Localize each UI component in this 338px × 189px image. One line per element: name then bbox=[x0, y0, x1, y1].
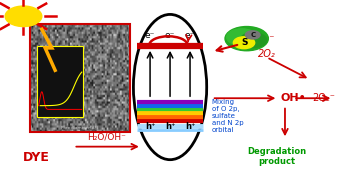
Circle shape bbox=[5, 6, 42, 26]
Text: DYE: DYE bbox=[23, 151, 50, 164]
Circle shape bbox=[240, 33, 267, 48]
Text: OH•: OH• bbox=[281, 93, 307, 103]
Bar bbox=[37, 46, 83, 117]
Circle shape bbox=[245, 31, 260, 39]
Bar bbox=[30, 24, 130, 132]
Text: h⁺: h⁺ bbox=[165, 122, 175, 130]
Circle shape bbox=[227, 29, 257, 46]
Text: h⁺: h⁺ bbox=[185, 122, 195, 130]
Text: 2O₂⁻: 2O₂⁻ bbox=[312, 93, 335, 103]
Text: e⁻: e⁻ bbox=[165, 31, 175, 40]
Circle shape bbox=[225, 26, 268, 51]
Bar bbox=[30, 24, 130, 132]
Text: Pore diameter(Å°): Pore diameter(Å°) bbox=[62, 126, 99, 130]
Text: e⁻: e⁻ bbox=[185, 31, 195, 40]
Ellipse shape bbox=[134, 14, 207, 160]
Bar bbox=[30, 24, 130, 132]
Text: h⁺: h⁺ bbox=[145, 122, 155, 130]
Text: C: C bbox=[250, 32, 256, 38]
Text: Mixing
of O 2p,
sulfate
and N 2p
orbital: Mixing of O 2p, sulfate and N 2p orbital bbox=[212, 99, 243, 133]
Text: S: S bbox=[241, 38, 248, 47]
Text: H₂O/OH⁻: H₂O/OH⁻ bbox=[87, 133, 126, 142]
Text: e⁻: e⁻ bbox=[145, 31, 155, 40]
Text: 2O₂: 2O₂ bbox=[258, 49, 276, 59]
Text: 2e⁻: 2e⁻ bbox=[258, 34, 276, 44]
Text: Degradation
product: Degradation product bbox=[247, 147, 306, 166]
Circle shape bbox=[233, 37, 255, 49]
